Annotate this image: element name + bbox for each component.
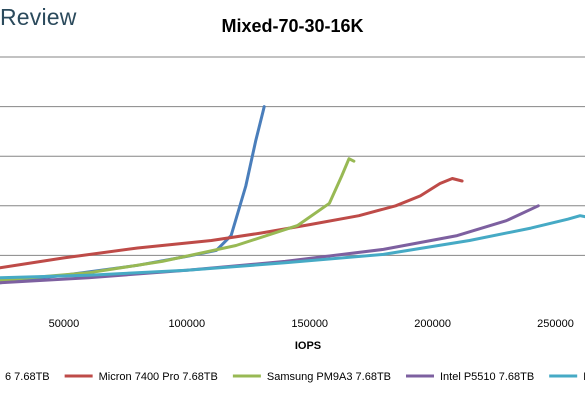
- legend-label: Samsung PM9A3 7.68TB: [267, 371, 391, 383]
- series-line-3: [0, 204, 540, 285]
- legend: 6 7.68TB Micron 7400 Pro 7.68TB Samsung PM…: [5, 371, 585, 383]
- x-tick-label: 150000: [291, 318, 328, 330]
- series-lines: [0, 105, 585, 285]
- x-tick-labels: 50000 100000 150000 200000 250000: [49, 318, 574, 330]
- series-line-4: [0, 214, 585, 280]
- x-tick-label: 100000: [168, 318, 205, 330]
- x-tick-label: 50000: [49, 318, 80, 330]
- logo-text: Review: [0, 4, 77, 30]
- x-tick-label: 250000: [537, 318, 574, 330]
- series-line-1: [0, 177, 464, 270]
- series-line-2: [0, 157, 356, 282]
- x-tick-label: 200000: [414, 318, 451, 330]
- legend-label: Micron 7400 Pro 7.68TB: [99, 371, 218, 383]
- gridlines: [0, 56, 585, 256]
- legend-label: Intel P5510 7.68TB: [440, 371, 534, 383]
- series-line-0: [0, 105, 266, 285]
- x-axis-label: IOPS: [295, 340, 321, 352]
- chart-title: Mixed-70-30-16K: [221, 16, 364, 36]
- legend-label: 6 7.68TB: [5, 371, 50, 383]
- legend-label: Membl: [583, 371, 585, 383]
